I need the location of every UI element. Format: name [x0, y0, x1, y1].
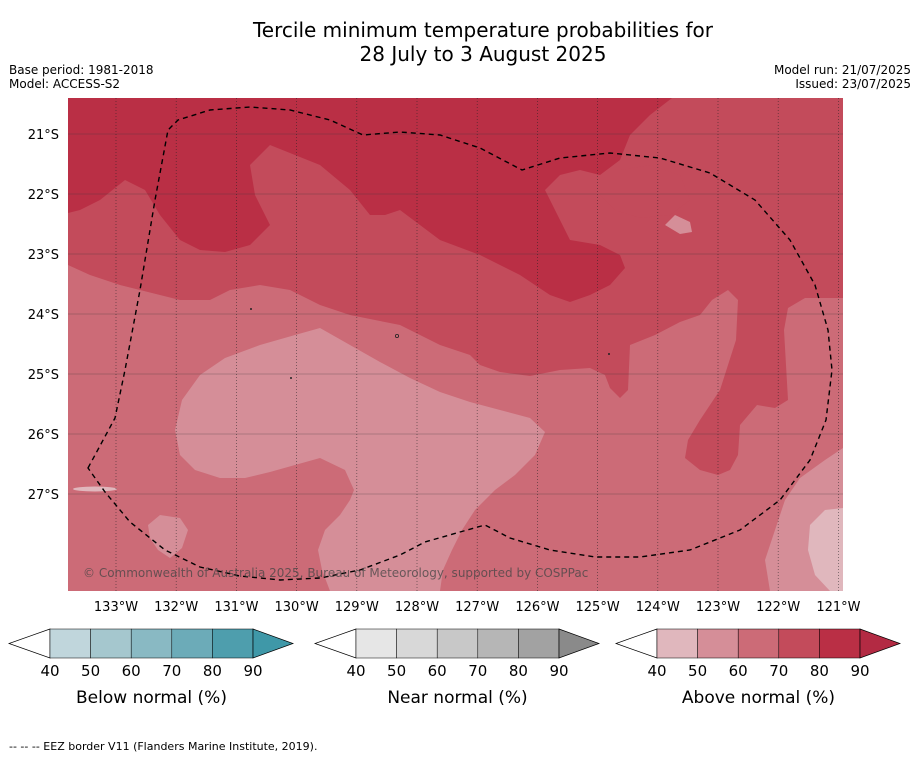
- legends: 40 50 60 70 80 90 Below normal (%) 40 50 60 70 80 90…: [7, 628, 902, 708]
- legend-high-arrow: [252, 628, 295, 659]
- island-dot-1: [250, 308, 252, 310]
- map-fill-area: [68, 98, 843, 591]
- contour-40-50-southeast: [808, 508, 843, 591]
- longitude-labels: 133°W 132°W 131°W 130°W 129°W 128°W 127°W 126°W…: [94, 600, 861, 615]
- legend-tick-label: 80: [203, 662, 222, 680]
- legend-swatch: [212, 628, 254, 659]
- legend-title: Near normal (%): [387, 688, 527, 708]
- lon-tick-label: 126°W: [515, 600, 559, 615]
- legend-tick-label: 90: [549, 662, 568, 680]
- lon-tick-label: 129°W: [335, 600, 379, 615]
- issued-date: Issued: 23/07/2025: [795, 77, 911, 91]
- title-line-1: Tercile minimum temperature probabilitie…: [252, 18, 714, 42]
- island-dot-3: [394, 333, 399, 338]
- legend-low-arrow: [7, 628, 51, 659]
- contour-70-80-patch: [600, 165, 690, 218]
- island-dot-2: [290, 377, 292, 379]
- legend-swatch: [518, 628, 560, 659]
- latitude-labels: 21°S 22°S 23°S 24°S 25°S 26°S 27°S: [28, 128, 59, 503]
- lon-tick-label: 133°W: [94, 600, 138, 615]
- legend-tick-label: 40: [647, 662, 666, 680]
- legend-tick-label: 50: [688, 662, 707, 680]
- legend-swatch: [355, 628, 397, 659]
- base-period: Base period: 1981-2018: [9, 63, 154, 77]
- island-dot-4: [608, 353, 610, 355]
- legend-swatch: [778, 628, 820, 659]
- legend-tick-label: 60: [729, 662, 748, 680]
- legend-swatch: [396, 628, 438, 659]
- legend-low-arrow: [313, 628, 357, 659]
- legend-title: Below normal (%): [76, 688, 227, 708]
- legend-swatch: [49, 628, 91, 659]
- legend-swatch: [90, 628, 132, 659]
- legend-swatch: [436, 628, 479, 659]
- legend-tick-label: 70: [769, 662, 788, 680]
- contour-50-60-central: [175, 328, 545, 591]
- lon-tick-label: 122°W: [756, 600, 800, 615]
- model-run: Model run: 21/07/2025: [773, 63, 911, 77]
- eez-footnote: -- -- -- EEZ border V11 (Flanders Marine…: [9, 740, 318, 753]
- lat-tick-label: 23°S: [28, 248, 59, 263]
- legend-swatch: [656, 628, 698, 659]
- lat-tick-label: 27°S: [28, 488, 59, 503]
- lat-tick-label: 26°S: [28, 428, 59, 443]
- model-name: Model: ACCESS-S2: [9, 77, 121, 91]
- island-west: [73, 486, 117, 492]
- legend-swatch: [130, 628, 173, 659]
- legend-tick-label: 90: [850, 662, 869, 680]
- contour-50-60-blob: [665, 215, 692, 234]
- lat-tick-label: 21°S: [28, 128, 59, 143]
- legend-swatch: [477, 628, 519, 659]
- legend-tick-label: 90: [243, 662, 262, 680]
- lon-tick-label: 128°W: [395, 600, 439, 615]
- contour-80-90-north: [68, 98, 672, 302]
- legend-1: 40 50 60 70 80 90 Near normal (%): [313, 628, 601, 708]
- lon-tick-label: 124°W: [636, 600, 680, 615]
- legend-tick-label: 80: [810, 662, 829, 680]
- copyright-text: © Commonwealth of Australia 2025, Bureau…: [83, 566, 588, 580]
- contour-50-60-west-patch: [148, 515, 188, 558]
- legend-tick-label: 60: [122, 662, 141, 680]
- eez-border: [87, 106, 833, 581]
- legend-tick-label: 60: [428, 662, 447, 680]
- lat-tick-label: 22°S: [28, 188, 59, 203]
- legend-tick-label: 50: [81, 662, 100, 680]
- lon-tick-label: 131°W: [214, 600, 258, 615]
- lon-tick-label: 132°W: [154, 600, 198, 615]
- legend-title: Above normal (%): [682, 688, 835, 708]
- legend-tick-label: 40: [40, 662, 59, 680]
- legend-swatch: [171, 628, 213, 659]
- chart-title: Tercile minimum temperature probabilitie…: [0, 18, 919, 66]
- meta-left: Base period: 1981-2018 Model: ACCESS-S2: [9, 63, 154, 91]
- lon-tick-label: 123°W: [696, 600, 740, 615]
- legend-tick-label: 70: [468, 662, 487, 680]
- meta-right: Model run: 21/07/2025 Issued: 23/07/2025: [774, 63, 911, 91]
- legend-high-arrow: [859, 628, 902, 659]
- legend-0: 40 50 60 70 80 90 Below normal (%): [7, 628, 295, 708]
- probability-map: © Commonwealth of Australia 2025, Bureau…: [7, 98, 902, 708]
- legend-tick-label: 80: [509, 662, 528, 680]
- legend-swatch: [737, 628, 780, 659]
- legend-high-arrow: [558, 628, 601, 659]
- title-line-2: 28 July to 3 August 2025: [359, 42, 607, 66]
- legend-tick-label: 40: [346, 662, 365, 680]
- lat-tick-label: 24°S: [28, 308, 59, 323]
- lon-tick-label: 121°W: [816, 600, 860, 615]
- lon-tick-label: 125°W: [576, 600, 620, 615]
- gridlines: [68, 98, 843, 591]
- legend-2: 40 50 60 70 80 90 Above normal (%): [614, 628, 902, 708]
- lon-tick-label: 127°W: [455, 600, 499, 615]
- legend-low-arrow: [614, 628, 658, 659]
- lon-tick-label: 130°W: [275, 600, 319, 615]
- legend-swatch: [697, 628, 739, 659]
- legend-tick-label: 50: [387, 662, 406, 680]
- legend-tick-label: 70: [162, 662, 181, 680]
- legend-swatch: [819, 628, 861, 659]
- lat-tick-label: 25°S: [28, 368, 59, 383]
